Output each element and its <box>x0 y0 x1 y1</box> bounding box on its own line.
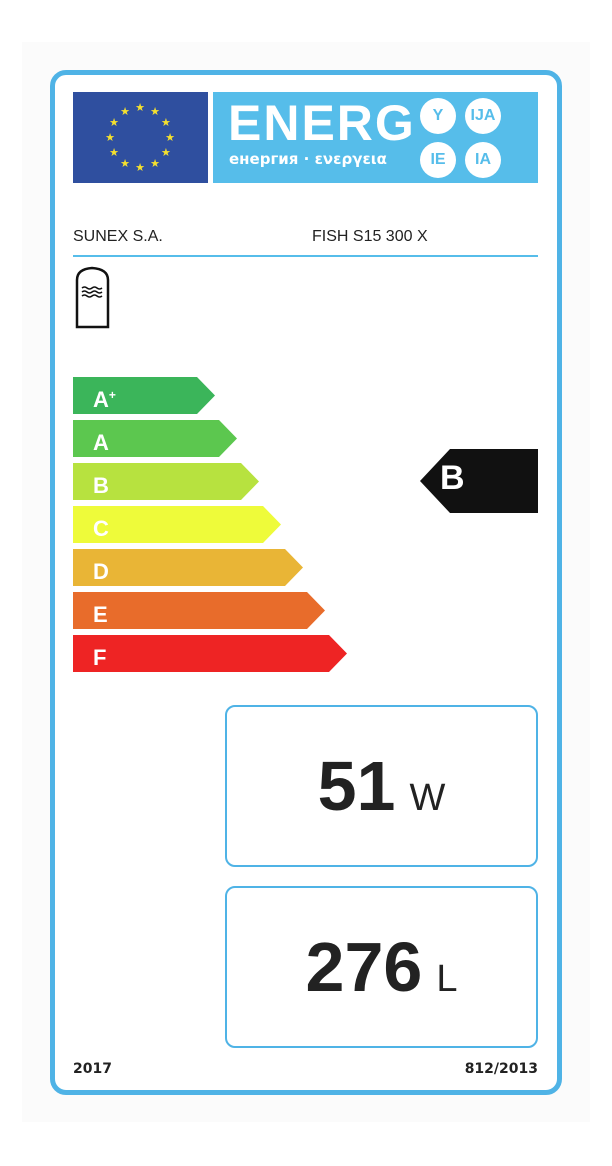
model-name: FISH S15 300 X <box>312 228 428 245</box>
svg-text:★: ★ <box>105 131 115 144</box>
energy-class-bar: A+ <box>73 377 215 414</box>
energy-class-label: E <box>93 602 108 628</box>
rating-letter: B <box>440 459 465 497</box>
svg-text:★: ★ <box>135 101 145 114</box>
energy-header: ENERG енергия · ενεργεια Y IJA IE IA <box>213 92 538 183</box>
lang-circle: IE <box>420 142 456 178</box>
svg-text:★: ★ <box>109 146 119 159</box>
energy-class-bar: B <box>73 463 259 500</box>
energy-class-bar: A <box>73 420 237 457</box>
svg-text:★: ★ <box>120 105 130 118</box>
energy-class-label: A <box>93 387 109 413</box>
svg-text:★: ★ <box>109 116 119 129</box>
energy-class-label: B <box>93 473 109 499</box>
energy-class-label: C <box>93 516 109 542</box>
energy-class-superscript: + <box>108 388 116 402</box>
svg-text:★: ★ <box>161 146 171 159</box>
label-year: 2017 <box>73 1061 112 1077</box>
volume-unit: L <box>436 958 458 1000</box>
lang-circle: IJA <box>465 98 501 134</box>
rating-pointer: B <box>420 449 538 517</box>
water-heater-tank-icon <box>75 266 113 334</box>
divider <box>73 255 538 257</box>
standing-loss-value: 51 <box>317 747 396 825</box>
energy-class-label: D <box>93 559 109 585</box>
standing-loss-unit: W <box>409 777 446 819</box>
lang-circle: IA <box>465 142 501 178</box>
eu-flag-icon: ★ ★ ★ ★ ★ ★ ★ ★ ★ ★ ★ ★ <box>73 92 208 183</box>
energy-class-bar: E <box>73 592 325 629</box>
lang-circle: Y <box>420 98 456 134</box>
volume-box: 276 L <box>225 886 538 1048</box>
svg-text:★: ★ <box>165 131 175 144</box>
svg-text:★: ★ <box>161 116 171 129</box>
volume-value: 276 <box>305 928 423 1006</box>
energy-class-label: F <box>93 645 107 671</box>
regulation-number: 812/2013 <box>464 1061 538 1077</box>
energy-subtitle: енергия · ενεργεια <box>229 150 387 168</box>
energy-class-bar: D <box>73 549 303 586</box>
energy-title: ENERG <box>228 95 416 151</box>
svg-text:★: ★ <box>120 157 130 170</box>
energy-class-bar: F <box>73 635 347 672</box>
energy-class-bar: C <box>73 506 281 543</box>
svg-text:★: ★ <box>150 157 160 170</box>
svg-text:★: ★ <box>135 161 145 174</box>
standing-loss-box: 51 W <box>225 705 538 867</box>
svg-text:★: ★ <box>150 105 160 118</box>
supplier-name: SUNEX S.A. <box>73 228 163 245</box>
energy-class-label: A <box>93 430 109 456</box>
